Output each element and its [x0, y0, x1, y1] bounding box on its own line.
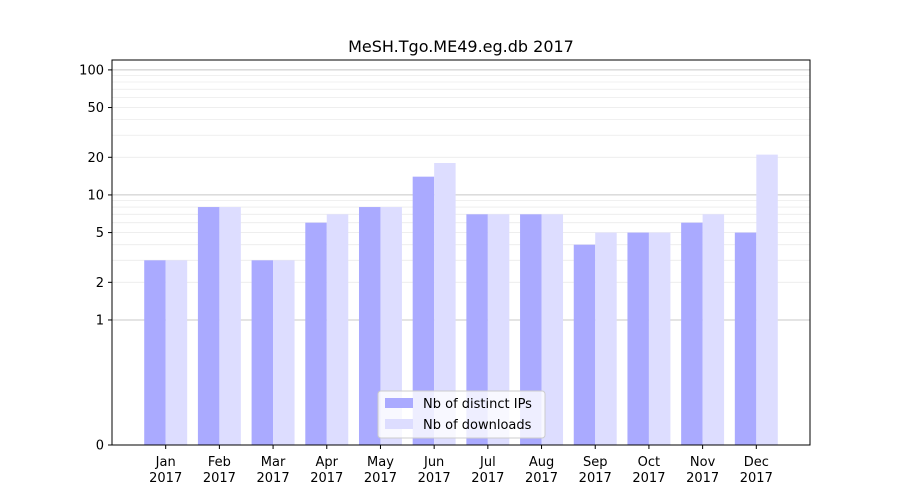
x-tick-label-month: Apr: [316, 455, 339, 470]
bar-downloads: [487, 214, 510, 445]
x-tick-label-month: Jun: [423, 455, 444, 470]
x-axis: Jan2017Feb2017Mar2017Apr2017May2017Jun20…: [149, 445, 773, 486]
x-tick-label-year: 2017: [418, 471, 451, 486]
x-tick-label-year: 2017: [632, 471, 665, 486]
x-tick-label-year: 2017: [525, 471, 558, 486]
bar-downloads: [595, 232, 617, 445]
x-tick-label-month: May: [367, 455, 394, 470]
bar-distinct-ips: [305, 222, 327, 445]
x-tick-label-year: 2017: [149, 471, 182, 486]
x-tick-label-year: 2017: [471, 471, 504, 486]
y-tick-label: 10: [87, 188, 104, 203]
bar-distinct-ips: [573, 244, 596, 445]
plot-area-frame: [111, 59, 811, 446]
y-tick-label: 1: [96, 313, 104, 328]
x-tick-label-month: Nov: [690, 455, 716, 470]
bar-downloads: [273, 260, 295, 445]
y-tick-label: 0: [96, 439, 104, 454]
x-tick-label-month: Sep: [583, 455, 608, 470]
y-tick-label: 20: [87, 151, 104, 166]
x-tick-label-year: 2017: [740, 471, 773, 486]
bar-downloads: [434, 163, 456, 445]
legend-label: Nb of distinct IPs: [423, 397, 532, 412]
bar-distinct-ips: [681, 222, 703, 445]
bar-downloads: [165, 260, 188, 445]
bar-downloads: [648, 232, 671, 445]
x-tick-label-month: Mar: [261, 455, 286, 470]
x-tick-label-month: Dec: [744, 455, 769, 470]
bar-downloads: [326, 214, 349, 445]
chart-title: MeSH.Tgo.ME49.eg.db 2017: [348, 37, 574, 56]
x-tick-label-month: Jan: [155, 455, 176, 470]
x-tick-label-year: 2017: [686, 471, 719, 486]
legend-box: [377, 390, 546, 439]
legend-label: Nb of downloads: [423, 418, 532, 433]
y-axis: 0 1 2 5 10 20 50 100: [79, 63, 112, 454]
bar-downloads: [541, 214, 564, 445]
y-tick-label: 50: [87, 101, 104, 116]
y-tick-label: 5: [96, 226, 104, 241]
bar-distinct-ips: [466, 214, 488, 445]
bars: [144, 154, 778, 446]
bar-distinct-ips: [520, 214, 542, 445]
bar-downloads: [219, 207, 241, 445]
x-tick-label-month: Feb: [208, 455, 231, 470]
x-tick-label-year: 2017: [579, 471, 612, 486]
x-tick-label-year: 2017: [364, 471, 397, 486]
y-tick-label: 2: [96, 276, 104, 291]
bar-distinct-ips: [412, 176, 435, 445]
bar-distinct-ips: [197, 207, 220, 445]
y-tick-label: 100: [79, 63, 104, 78]
x-tick-label-year: 2017: [257, 471, 290, 486]
bar-distinct-ips: [144, 260, 166, 445]
bar-distinct-ips: [358, 207, 381, 445]
bar-downloads: [756, 154, 778, 446]
x-tick-label-year: 2017: [310, 471, 343, 486]
legend-swatch: [385, 419, 413, 429]
legend: Nb of distinct IPs Nb of downloads: [377, 390, 546, 439]
bar-downloads: [380, 207, 402, 445]
bar-distinct-ips: [251, 260, 274, 445]
legend-swatch: [385, 398, 413, 408]
x-tick-label-year: 2017: [203, 471, 236, 486]
x-tick-label-month: Oct: [638, 455, 660, 470]
x-tick-label-month: Jul: [479, 455, 496, 470]
x-tick-label-month: Aug: [529, 455, 554, 470]
bar-downloads: [702, 214, 725, 445]
bar-distinct-ips: [627, 232, 649, 445]
bar-distinct-ips: [734, 232, 757, 445]
